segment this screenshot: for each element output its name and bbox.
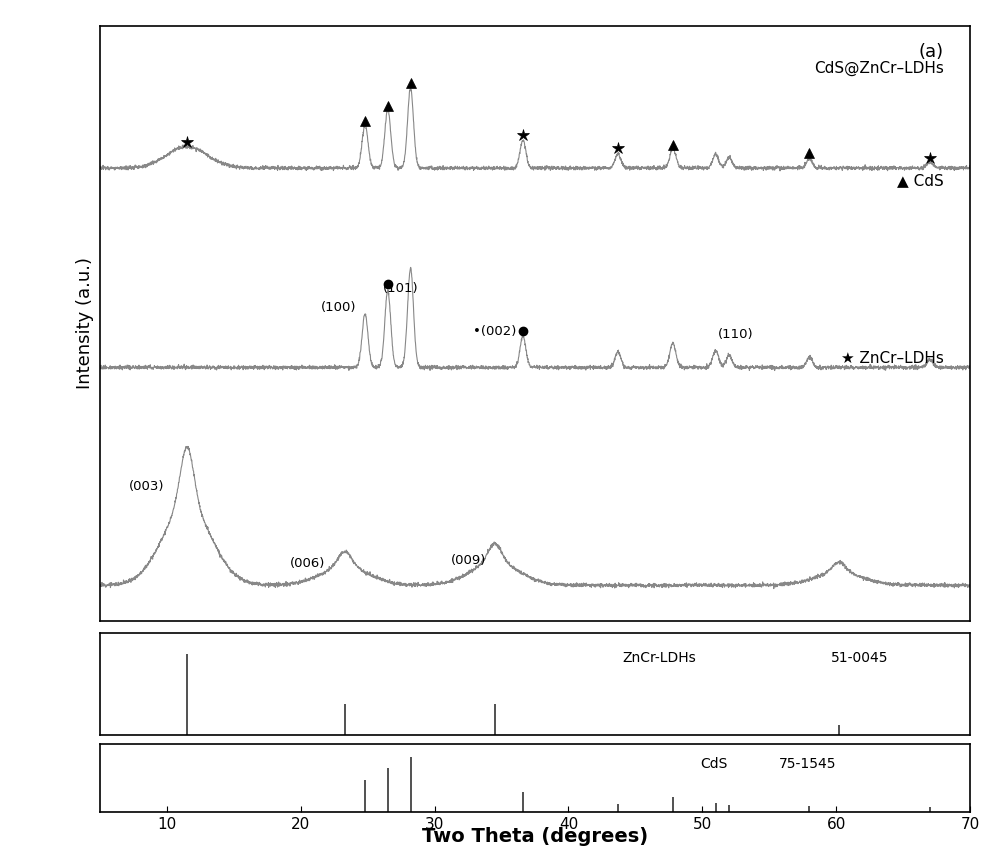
Text: (006): (006) [290, 557, 325, 570]
Text: (100): (100) [320, 301, 356, 314]
Text: (110): (110) [718, 328, 754, 342]
Text: CdS@ZnCr–LDHs: CdS@ZnCr–LDHs [814, 61, 944, 76]
Text: 75-1545: 75-1545 [779, 756, 836, 771]
Text: (003): (003) [129, 480, 165, 493]
Text: CdS: CdS [700, 756, 728, 771]
Text: 51-0045: 51-0045 [831, 651, 888, 665]
Text: ★ ZnCr–LDHs: ★ ZnCr–LDHs [841, 351, 944, 366]
Text: ZnCr-LDHs: ZnCr-LDHs [622, 651, 696, 665]
Y-axis label: Intensity (a.u.): Intensity (a.u.) [76, 257, 94, 389]
Text: (a): (a) [919, 43, 944, 61]
Text: ▲ CdS: ▲ CdS [897, 173, 944, 188]
Text: Two Theta (degrees): Two Theta (degrees) [422, 827, 648, 846]
Text: (101): (101) [383, 282, 419, 295]
Text: •(002): •(002) [473, 326, 517, 338]
Text: (009): (009) [450, 554, 486, 567]
